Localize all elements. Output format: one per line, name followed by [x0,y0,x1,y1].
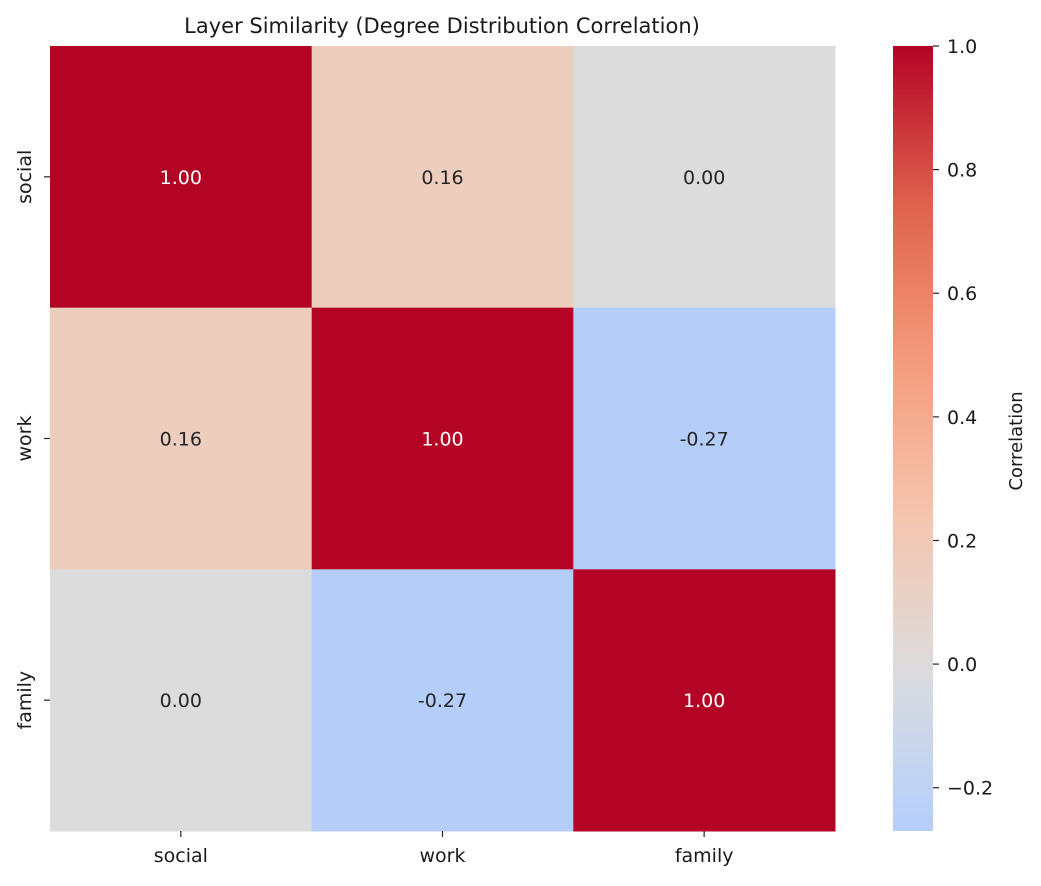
heatmap-cell-family-social [50,569,313,832]
x-axis: social work family [154,831,734,867]
cell-annotation: 1.00 [421,429,463,451]
colorbar-tick-label: 0.0 [947,654,977,676]
cell-annotation: 0.00 [160,690,202,712]
heatmap-cell-social-work [311,46,574,309]
heatmap-cell-work-work [311,307,574,570]
cell-annotation: 0.16 [421,167,463,189]
heatmap-cell-social-social [50,46,313,309]
heatmap-cells [50,46,836,832]
colorbar-tick-label: 0.4 [947,407,977,429]
y-axis: social work family [14,150,50,730]
colorbar: 1.0 0.8 0.6 0.4 0.2 0.0 −0.2 [893,36,993,831]
heatmap-cell-work-social [50,307,313,570]
cell-annotation: -0.27 [680,429,729,451]
heatmap-cell-work-family [573,307,836,570]
cell-annotations: 1.00 0.16 0.00 0.16 1.00 -0.27 0.00 -0.27 1.00 [160,167,729,712]
heatmap-cell-family-work [311,569,574,832]
chart-title: Layer Similarity (Degree Distribution Co… [184,14,700,38]
colorbar-tick-label: −0.2 [947,778,993,800]
cell-annotation: 0.00 [683,167,725,189]
heatmap-cell-family-family [573,569,836,832]
colorbar-tick-label: 0.2 [947,530,977,552]
heatmap-cell-social-family [573,46,836,309]
x-tick-label: social [154,845,208,867]
y-tick-label: work [14,416,36,462]
colorbar-tick-label: 0.6 [947,283,977,305]
colorbar-tick-label: 1.0 [947,36,977,58]
y-tick-label: social [14,150,36,204]
cell-annotation: -0.27 [418,690,467,712]
x-tick-label: work [420,845,466,867]
cell-annotation: 0.16 [160,429,202,451]
cell-annotation: 1.00 [683,690,725,712]
x-tick-label: family [675,845,734,867]
colorbar-label: Correlation [1006,391,1027,490]
colorbar-tick-label: 0.8 [947,160,977,182]
cell-annotation: 1.00 [160,167,202,189]
colorbar-gradient [893,46,933,831]
y-tick-label: family [14,671,36,730]
